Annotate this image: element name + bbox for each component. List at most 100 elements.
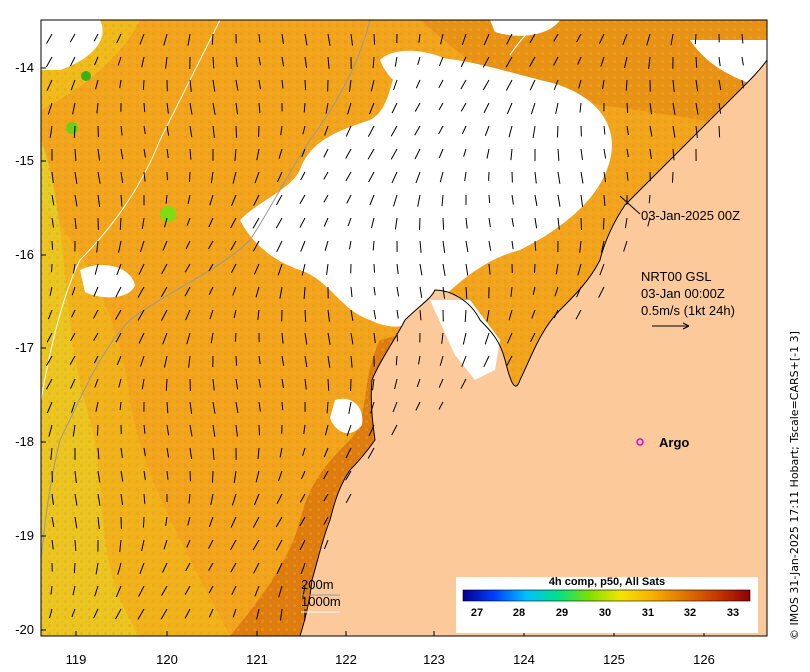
current-arrow <box>369 102 375 115</box>
lon-tick-label: 120 <box>156 652 178 667</box>
current-arrow <box>392 401 398 413</box>
current-arrow <box>48 424 53 437</box>
current-arrow <box>117 56 122 66</box>
colorbar-tick: 33 <box>727 607 739 619</box>
current-arrow <box>231 493 237 506</box>
current-arrow <box>488 194 491 204</box>
current-arrow <box>304 309 307 322</box>
current-arrow <box>670 33 674 46</box>
current-arrow <box>119 217 122 230</box>
current-arrow <box>304 378 307 390</box>
current-arrow <box>139 33 145 45</box>
current-arrow <box>51 539 54 550</box>
current-arrow <box>373 309 377 320</box>
current-arrow <box>95 401 99 412</box>
current-arrow <box>326 263 329 275</box>
current-arrow <box>115 585 122 598</box>
current-arrow <box>189 424 193 437</box>
current-arrow <box>73 125 76 138</box>
current-arrow <box>511 217 514 227</box>
lat-tick-label: -14 <box>15 60 34 75</box>
current-arrow <box>141 56 145 68</box>
current-arrow <box>189 79 192 92</box>
current-arrow <box>184 608 191 619</box>
current-arrow <box>302 585 306 598</box>
current-arrow <box>49 125 53 138</box>
current-arrow <box>189 125 193 138</box>
current-arrow <box>162 240 168 251</box>
current-arrow <box>414 125 421 136</box>
current-arrow <box>625 79 628 91</box>
lon-tick-label: 121 <box>246 652 268 667</box>
current-arrow <box>718 56 721 67</box>
current-arrow <box>163 355 168 368</box>
current-arrow <box>119 79 122 89</box>
current-arrow <box>367 447 375 459</box>
current-arrow <box>256 148 260 161</box>
current-arrow <box>184 263 191 273</box>
current-arrow <box>187 194 191 205</box>
lon-tick-label: 119 <box>66 652 87 667</box>
current-arrow <box>461 355 467 367</box>
current-arrow <box>93 608 99 619</box>
colorbar-gradient <box>462 589 751 602</box>
current-arrow <box>299 516 306 527</box>
current-arrow <box>350 286 353 298</box>
current-arrow <box>208 286 214 296</box>
current-arrow <box>165 516 168 526</box>
current-arrow <box>648 56 651 69</box>
current-arrow <box>187 516 191 526</box>
current-arrow <box>137 286 145 298</box>
depth-1000-label: 1000m <box>301 594 341 609</box>
colorbar-tick: 32 <box>684 607 696 619</box>
current-arrow <box>511 194 514 205</box>
current-arrow <box>96 424 99 436</box>
cloud-mask <box>240 57 612 327</box>
current-arrow <box>418 33 421 43</box>
current-arrow <box>97 171 101 184</box>
current-arrow <box>49 608 53 619</box>
current-arrow <box>69 33 76 43</box>
current-arrow <box>185 562 191 572</box>
current-arrow <box>230 240 237 251</box>
current-arrow <box>577 56 582 65</box>
current-arrow <box>235 79 239 91</box>
current-arrow <box>325 102 329 114</box>
current-arrow <box>212 470 214 483</box>
current-arrow <box>165 194 168 204</box>
colorbar-tick: 30 <box>599 607 611 619</box>
current-arrow <box>323 148 329 158</box>
current-arrow <box>279 286 283 299</box>
colorbar: 4h comp, p50, All Sats 27 28 29 30 31 32… <box>456 576 758 633</box>
current-arrow <box>510 148 513 161</box>
current-arrow <box>300 240 306 252</box>
current-arrow <box>92 309 99 319</box>
current-arrow <box>210 171 214 184</box>
current-arrow <box>464 309 467 323</box>
current-arrow <box>534 171 537 184</box>
current-arrow <box>553 309 559 319</box>
current-arrow <box>254 585 260 597</box>
current-arrow <box>694 33 697 45</box>
current-arrow <box>575 309 582 320</box>
current-arrow <box>138 585 145 597</box>
current-arrow <box>577 263 582 276</box>
argo-marker <box>636 438 644 446</box>
current-arrow <box>622 33 628 46</box>
current-arrow <box>439 355 444 366</box>
current-arrow <box>741 56 744 66</box>
current-arrow <box>598 286 605 298</box>
current-arrow <box>165 56 168 69</box>
current-arrow <box>345 447 352 459</box>
current-arrow <box>438 401 444 410</box>
current-arrow <box>534 217 538 229</box>
current-arrow <box>166 401 169 414</box>
current-arrow <box>396 263 399 275</box>
current-arrow <box>281 355 285 366</box>
current-arrow <box>529 33 536 44</box>
current-arrow <box>74 470 77 483</box>
current-arrow <box>188 493 191 504</box>
current-arrow <box>280 608 283 621</box>
current-arrow <box>275 194 283 206</box>
